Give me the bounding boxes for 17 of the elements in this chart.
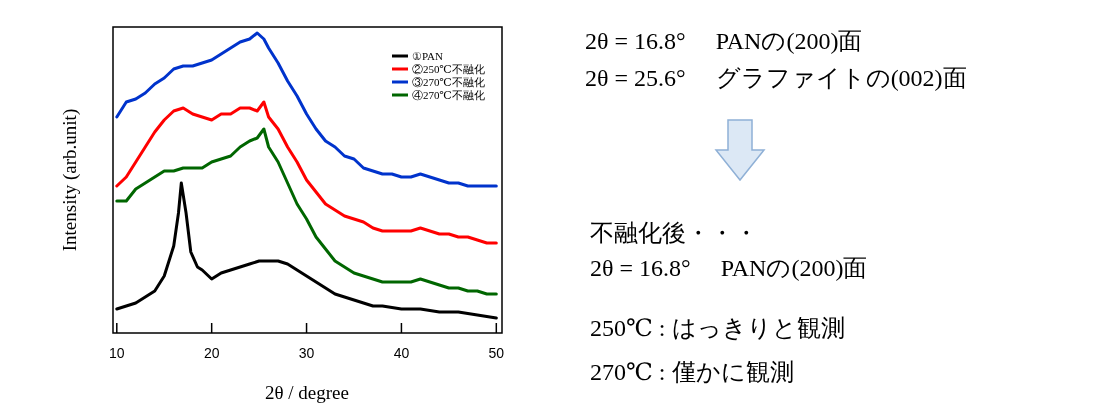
x-tick-label: 20: [203, 345, 220, 361]
x-axis-title: 2θ / degree: [264, 382, 350, 403]
text: 2θ = 16.8° PANの(200)面: [585, 28, 863, 54]
text: 270℃ : 僅かに観測: [590, 359, 794, 385]
legend-label: ①PAN: [412, 50, 444, 62]
x-tick-label: 10: [109, 345, 125, 361]
x-tick-label: 50: [488, 345, 505, 361]
legend-label: ④270℃不融化: [412, 89, 485, 101]
text: 2θ = 25.6° グラファイトの(002)面: [585, 65, 967, 91]
x-tick-label: 30: [298, 345, 315, 361]
text: 2θ = 16.8° PANの(200)面: [590, 255, 868, 281]
legend-label: ②250℃不融化: [412, 63, 485, 75]
text: 不融化後・・・: [590, 220, 758, 246]
legend-label: ③270℃不融化: [412, 76, 485, 88]
text: 250℃ : はっきりと観測: [590, 315, 845, 341]
y-axis-title: Intensity (arb.unit): [59, 108, 81, 252]
x-tick-label: 40: [393, 345, 410, 361]
